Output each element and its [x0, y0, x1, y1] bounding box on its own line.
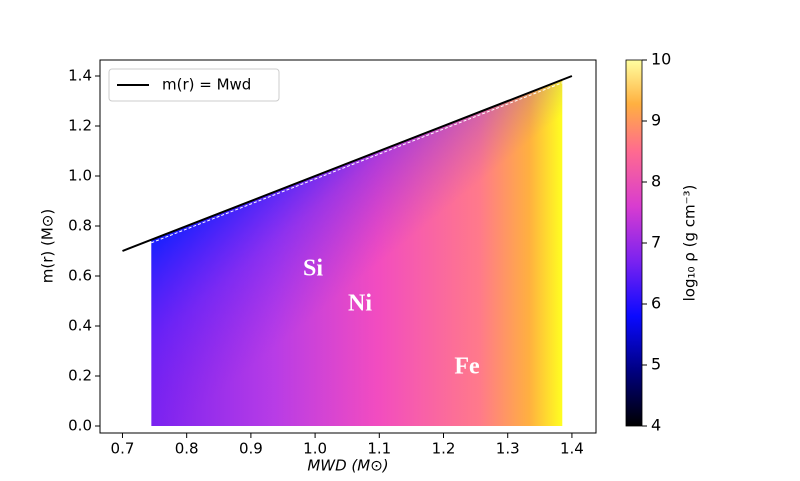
y-tick-label: 0.2 [68, 367, 92, 385]
annotation: Fe [454, 354, 480, 380]
x-axis-label: MWD (M⊙) [307, 457, 388, 475]
annotation: Si [303, 256, 323, 282]
y-tick-label: 1.2 [68, 117, 92, 135]
x-tick-label: 1.1 [367, 440, 391, 458]
annotation: Ni [348, 291, 372, 317]
colorbar-tick-label: 5 [651, 355, 661, 374]
y-tick-label: 1.4 [68, 67, 92, 85]
colorbar-tick-label: 4 [651, 416, 661, 435]
line-series [122, 75, 573, 252]
colorbar-tick-label: 6 [651, 294, 661, 313]
x-tick-label: 0.8 [175, 440, 199, 458]
x-tick-label: 1.0 [303, 440, 327, 458]
y-tick-label: 0.4 [68, 317, 92, 335]
x-tick-label: 0.9 [239, 440, 263, 458]
x-tick-label: 1.4 [560, 440, 584, 458]
y-tick-label: 0.8 [68, 217, 92, 235]
colorbar-tick-label: 8 [651, 172, 661, 191]
y-tick-label: 1.0 [68, 167, 92, 185]
x-tick-label: 1.2 [432, 440, 456, 458]
x-tick-label: 1.3 [496, 440, 520, 458]
y-tick-label: 0.0 [68, 417, 92, 435]
plot-frame [99, 59, 597, 434]
colorbar-label: log₁₀ ρ (g cm⁻³) [681, 185, 699, 302]
y-tick-label: 0.6 [68, 267, 92, 285]
legend-label: m(r) = Mwd [162, 76, 251, 94]
colorbar-tick-label: 9 [651, 111, 661, 130]
y-axis-label: m(r) (M⊙) [39, 209, 57, 283]
colorbar [625, 59, 643, 427]
colorbar-tick-label: 10 [651, 50, 671, 69]
legend-box [108, 68, 280, 102]
colorbar-tick-label: 7 [651, 233, 661, 252]
density-shade [151, 79, 563, 426]
x-tick-label: 0.7 [111, 440, 135, 458]
surface-dashed [151, 82, 563, 244]
